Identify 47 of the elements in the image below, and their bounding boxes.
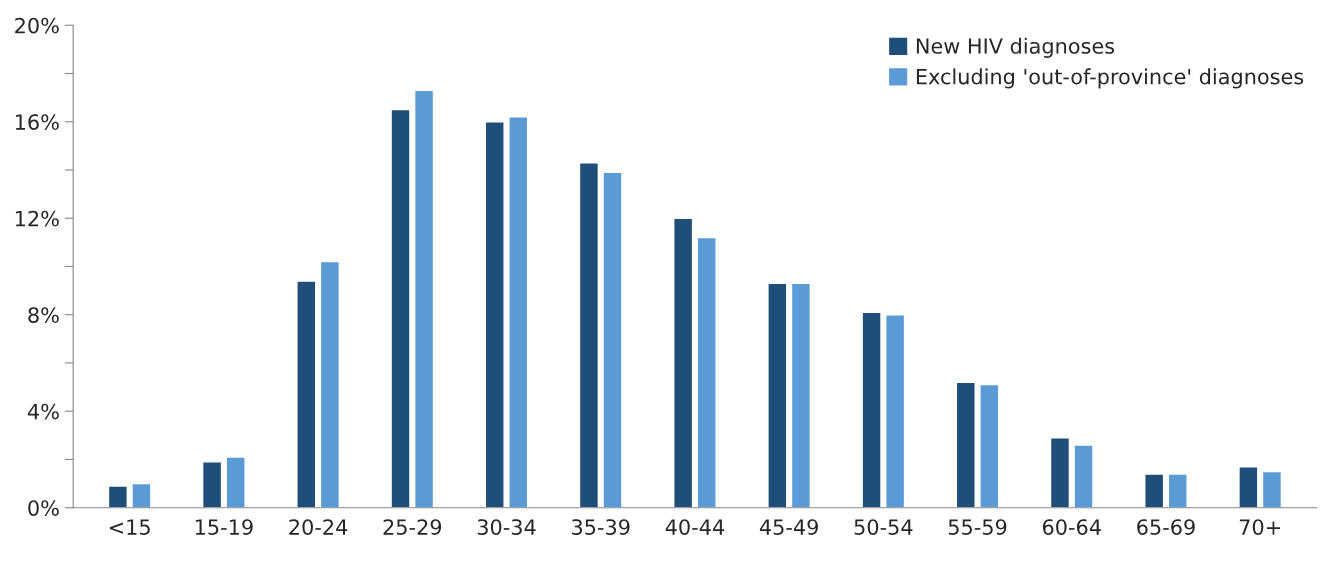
bar: [673, 217, 694, 508]
y-tick-label: 12%: [15, 210, 59, 227]
y-tick-label: 8%: [28, 307, 59, 323]
bar: [861, 311, 882, 508]
y-tick-label: 0%: [28, 500, 59, 516]
x-tick-label: 60-64: [1042, 519, 1101, 535]
bar: [107, 485, 129, 508]
bar: [201, 461, 223, 508]
x-tick-label: 20-24: [289, 519, 348, 535]
bar: [319, 260, 340, 508]
bar: [225, 456, 246, 508]
x-tick-label: 40-44: [665, 519, 725, 535]
bar: [390, 108, 411, 508]
y-tick-label: 16%: [15, 114, 59, 130]
bar: [484, 121, 505, 508]
x-tick-label: 45-49: [759, 519, 818, 535]
x-tick-label: 65-69: [1137, 519, 1195, 535]
x-tick-label: 25-29: [383, 519, 442, 535]
bar: [602, 171, 623, 508]
bar: [790, 282, 812, 508]
bar: [508, 116, 529, 508]
bar: [885, 314, 906, 508]
bar: [696, 236, 717, 508]
x-tick-label: 50-54: [854, 519, 913, 535]
bar: [578, 162, 600, 508]
bar: [413, 89, 435, 508]
bar: [131, 482, 152, 508]
x-tick-label: 55-59: [948, 519, 1007, 535]
bar: [955, 381, 976, 508]
bar: [767, 282, 788, 508]
bar: [1049, 437, 1071, 508]
legend-label: Excluding 'out-of-province' diagnoses: [916, 68, 1304, 89]
bar: [1144, 473, 1165, 508]
bar: [1167, 473, 1188, 508]
bar: [1261, 470, 1283, 508]
legend-label: New HIV diagnoses: [916, 37, 1115, 58]
x-tick-label: 70+: [1239, 519, 1280, 535]
x-tick-label: 35-39: [572, 519, 630, 535]
x-tick-label: 30-34: [477, 519, 536, 535]
x-tick-label: <15: [109, 519, 150, 535]
y-tick-label: 20%: [15, 17, 59, 34]
x-tick-label: 15-19: [195, 519, 253, 535]
bar: [296, 280, 317, 508]
bar: [1238, 466, 1259, 508]
bar: [1073, 444, 1094, 508]
bar: [979, 383, 1000, 508]
y-tick-label: 4%: [27, 403, 59, 420]
